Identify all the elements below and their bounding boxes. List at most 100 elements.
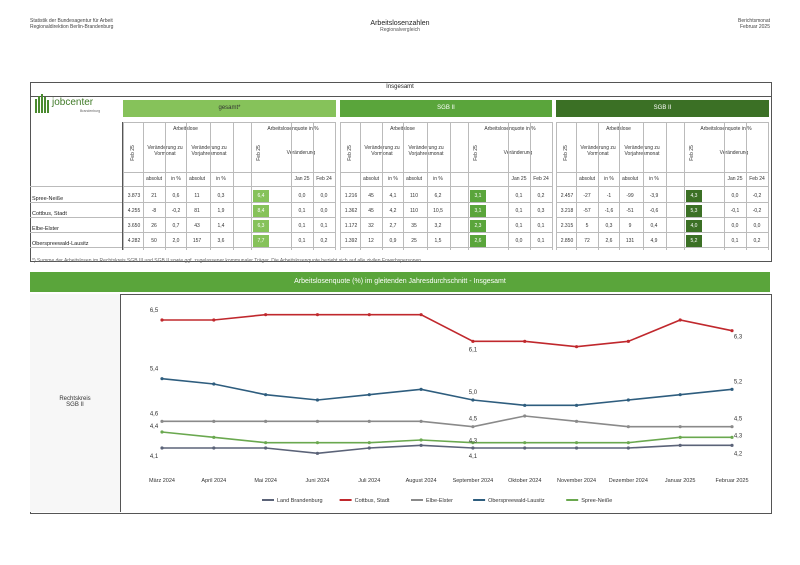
data-point bbox=[367, 313, 371, 317]
subheader-feb24: Feb 24 bbox=[533, 176, 549, 182]
data-point bbox=[730, 443, 734, 447]
data-point bbox=[574, 345, 579, 349]
table-cell: 0,1 bbox=[515, 223, 523, 229]
quote-cell: 8,4 bbox=[253, 205, 269, 217]
table-cell: -0,1 bbox=[730, 208, 740, 214]
table-cell: 0,1 bbox=[320, 223, 328, 229]
series-line-0 bbox=[162, 444, 732, 455]
table-cell: 0,0 bbox=[298, 193, 306, 199]
data-label: 5,4 bbox=[150, 367, 159, 373]
grid-line bbox=[556, 232, 768, 233]
header-right-line1: Berichtsmonat bbox=[738, 18, 770, 24]
sidebar-label-line1: Rechtskreis bbox=[59, 396, 91, 402]
jobcenter-logo-graphic: jobcenter Brandenburg bbox=[35, 94, 100, 113]
data-point bbox=[626, 425, 630, 429]
subheader-inpct: in % bbox=[388, 176, 398, 182]
grid-line bbox=[335, 122, 336, 250]
grid-line bbox=[598, 122, 599, 250]
data-point bbox=[160, 377, 164, 381]
data-point bbox=[471, 441, 475, 445]
data-point bbox=[626, 339, 630, 343]
table-cell: 157 bbox=[192, 238, 202, 244]
table-cell: 5 bbox=[585, 223, 589, 229]
x-tick-label: Juli 2024 bbox=[358, 478, 380, 484]
data-point bbox=[574, 446, 579, 450]
table-cell: 26 bbox=[151, 223, 157, 229]
table-cell: 0,2 bbox=[753, 238, 761, 244]
subheader-absolut: absolut bbox=[621, 176, 639, 182]
table-cell: 10,5 bbox=[433, 208, 443, 214]
grid-line bbox=[340, 122, 341, 250]
data-label: 6,1 bbox=[469, 347, 478, 353]
grid-line bbox=[666, 122, 667, 250]
subheader-quote: Arbeitslosenquote in % bbox=[267, 126, 319, 132]
data-point bbox=[574, 441, 579, 445]
data-point bbox=[626, 446, 630, 450]
grid-line bbox=[556, 217, 768, 218]
data-point bbox=[678, 425, 682, 429]
grid-line bbox=[123, 247, 335, 248]
data-point bbox=[523, 339, 527, 343]
quote-cell: 6,4 bbox=[253, 190, 269, 202]
band-sgb2-a: SGB II bbox=[340, 100, 552, 117]
table-cell: 1.172 bbox=[344, 223, 358, 229]
data-label: 5,2 bbox=[734, 379, 743, 385]
grid-line bbox=[556, 186, 768, 187]
jobcenter-logo: jobcenter Brandenburg bbox=[34, 91, 120, 115]
data-point bbox=[574, 419, 579, 423]
table-cell: 45 bbox=[368, 208, 374, 214]
subheader-arbeitslose: Arbeitslose bbox=[390, 126, 415, 132]
grid-line bbox=[746, 122, 747, 250]
data-point bbox=[212, 446, 216, 450]
data-label: 4,4 bbox=[150, 424, 159, 430]
data-label: 4,2 bbox=[734, 451, 743, 457]
grid-line bbox=[30, 232, 122, 233]
data-point bbox=[471, 425, 475, 429]
data-point bbox=[419, 387, 423, 391]
subheader-feb25-quote: Feb 25 bbox=[689, 145, 695, 161]
x-tick-label: Juni 2024 bbox=[306, 478, 330, 484]
table-cell: 35 bbox=[411, 223, 417, 229]
table-cell: 32 bbox=[368, 223, 374, 229]
data-label: 6,5 bbox=[150, 308, 159, 314]
table-cell: 4,2 bbox=[389, 208, 397, 214]
subheader-arbeitslose: Arbeitslose bbox=[606, 126, 631, 132]
table-cell: 4.282 bbox=[127, 238, 141, 244]
table-cell: 4.255 bbox=[127, 208, 141, 214]
data-point bbox=[626, 441, 630, 445]
data-point bbox=[523, 403, 527, 407]
table-cell: 21 bbox=[151, 193, 157, 199]
subheader-jan25: Jan 25 bbox=[511, 176, 527, 182]
quote-cell: 7,7 bbox=[253, 235, 269, 247]
data-point bbox=[367, 393, 371, 397]
table-cell: -0,2 bbox=[752, 193, 762, 199]
data-point bbox=[471, 398, 475, 402]
table-cell: 9 bbox=[628, 223, 632, 229]
row-label-0: Spree-Neiße bbox=[32, 196, 64, 202]
data-label: 5,0 bbox=[469, 390, 478, 396]
grid-line bbox=[360, 122, 361, 250]
data-point bbox=[419, 443, 423, 447]
grid-line bbox=[233, 122, 234, 250]
data-point bbox=[419, 438, 423, 442]
data-point bbox=[678, 393, 682, 397]
data-point bbox=[419, 313, 423, 317]
table-cell: 0,1 bbox=[515, 208, 523, 214]
band-sgb2-b: SGB II bbox=[556, 100, 769, 117]
data-point bbox=[626, 398, 630, 402]
subheader-veraenderung: Veränderung bbox=[503, 150, 533, 156]
quote-cell: 5,3 bbox=[686, 205, 702, 217]
chart-sidebar bbox=[30, 294, 121, 512]
grid-line bbox=[724, 122, 725, 250]
x-tick-label: Dezember 2024 bbox=[609, 478, 648, 484]
x-tick-label: August 2024 bbox=[406, 478, 437, 484]
data-label: 4,5 bbox=[734, 417, 743, 423]
grid-line bbox=[556, 172, 768, 173]
subheader-absolut: absolut bbox=[578, 176, 596, 182]
row-label-3: Oberspreewald-Lausitz bbox=[32, 241, 89, 247]
grid-line bbox=[143, 122, 144, 250]
table-cell: 2,7 bbox=[389, 223, 397, 229]
table-cell: 0,0 bbox=[731, 223, 739, 229]
table-cell: 81 bbox=[194, 208, 200, 214]
table-cell: -3,9 bbox=[649, 193, 659, 199]
